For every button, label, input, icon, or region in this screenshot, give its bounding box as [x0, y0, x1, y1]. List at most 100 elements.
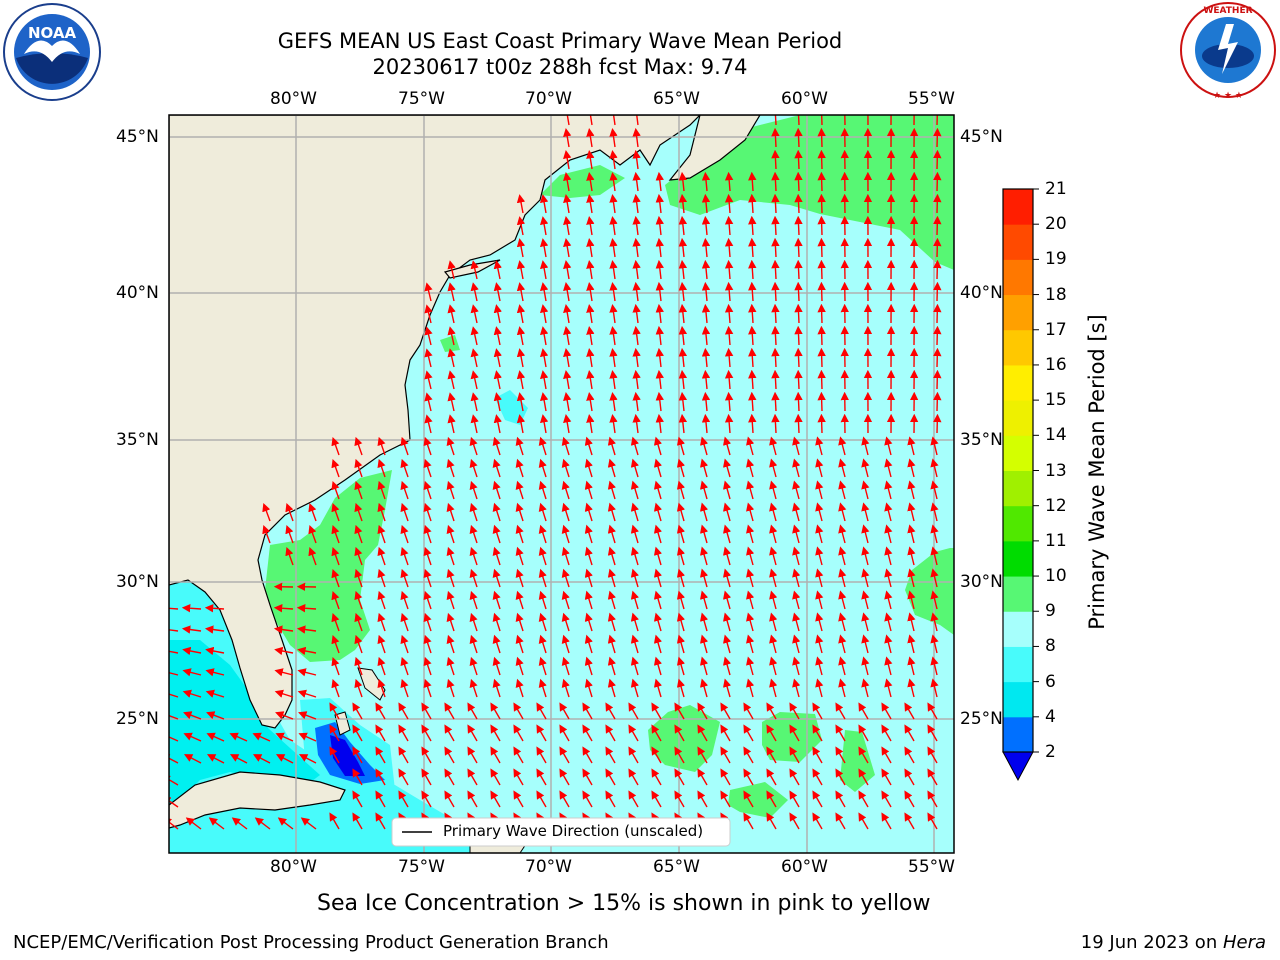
wave-arrow: [858, 768, 869, 786]
colorbar-segment: [1003, 189, 1033, 225]
footer-date-text: 19 Jun 2023 on: [1080, 932, 1223, 953]
wave-arrow: [884, 458, 893, 478]
wave-arrow: [678, 193, 688, 214]
wave-arrow: [561, 502, 570, 522]
wave-arrow: [651, 790, 662, 808]
wave-arrow: [516, 370, 526, 390]
wave-arrow: [424, 326, 433, 346]
wave-arrow: [674, 768, 685, 786]
wave-arrow: [561, 436, 570, 456]
wave-arrow: [884, 656, 893, 676]
wave-arrow: [169, 732, 179, 742]
wave-arrow: [674, 790, 685, 808]
wave-arrow: [904, 768, 915, 786]
wave-arrow: [881, 702, 892, 720]
wave-arrow: [490, 746, 501, 764]
wave-arrow: [377, 656, 386, 676]
wave-arrow: [651, 746, 662, 764]
wave-arrow: [563, 326, 572, 346]
wave-arrow: [467, 724, 478, 742]
wave-arrow: [582, 724, 593, 742]
wave-arrow: [678, 237, 688, 258]
wave-arrow: [817, 237, 826, 258]
wave-arrow: [605, 702, 616, 720]
wave-arrow: [423, 524, 432, 544]
wave-arrow: [817, 391, 826, 412]
wave-arrow: [676, 458, 686, 478]
wave-arrow: [700, 436, 709, 456]
wave-arrow: [792, 480, 801, 500]
wave-arrow: [746, 590, 755, 610]
wave-arrow: [655, 347, 664, 368]
wave-arrow: [632, 281, 641, 302]
wave-arrow: [771, 325, 780, 346]
wave-arrow: [561, 634, 570, 654]
wave-arrow: [400, 502, 409, 522]
wave-arrow: [538, 678, 547, 698]
wave-arrow: [515, 568, 524, 588]
wave-arrow: [771, 369, 780, 390]
wave-arrow: [676, 656, 686, 676]
wave-arrow: [169, 775, 179, 786]
wave-arrow: [208, 817, 225, 830]
wave-arrow: [469, 656, 478, 676]
wave-arrow: [398, 702, 409, 720]
wave-arrow: [446, 656, 455, 676]
colorbar-tick-label: 8: [1045, 636, 1056, 657]
wave-arrow: [907, 678, 916, 698]
wave-arrow: [183, 732, 202, 742]
wave-arrow: [700, 568, 709, 588]
wave-arrow: [858, 746, 869, 764]
wave-arrow: [815, 590, 824, 610]
wave-arrow: [536, 768, 547, 786]
wave-arrow: [515, 634, 524, 654]
wave-arrow: [748, 369, 757, 390]
wave-arrow: [274, 646, 294, 656]
wave-arrow: [607, 678, 616, 698]
lat-tick: 35°N: [960, 430, 1003, 450]
wave-arrow: [632, 237, 641, 258]
wave-arrow: [884, 480, 893, 500]
wave-arrow: [835, 724, 846, 742]
wave-arrow: [678, 391, 688, 412]
wave-arrow: [377, 568, 386, 588]
wave-arrow: [421, 768, 432, 786]
wave-arrow: [274, 668, 294, 677]
wave-arrow: [884, 502, 893, 522]
wave-arrow: [446, 568, 455, 588]
lon-tick: 60°W: [781, 89, 828, 109]
wave-arrow: [584, 502, 593, 522]
wave-arrow: [720, 724, 731, 742]
wave-arrow: [771, 193, 780, 214]
wave-arrow: [769, 612, 778, 632]
wave-arrow: [493, 370, 502, 390]
wave-arrow: [835, 790, 846, 808]
wave-arrow: [609, 325, 618, 346]
wave-arrow: [582, 702, 593, 720]
wave-arrow: [254, 817, 271, 830]
wave-arrow: [421, 790, 432, 808]
wave-arrow: [354, 546, 363, 566]
wave-arrow: [609, 413, 618, 434]
wave-arrow: [609, 193, 618, 214]
wave-arrow: [628, 702, 639, 720]
wave-arrow: [469, 546, 478, 566]
wave-arrow: [748, 413, 757, 434]
colorbar-extend-triangle: [1002, 751, 1034, 782]
wave-arrow: [927, 768, 938, 786]
wave-arrow: [724, 259, 734, 280]
wave-arrow: [252, 754, 271, 764]
wave-arrow: [586, 128, 595, 148]
wave-arrow: [490, 724, 501, 742]
wave-arrow: [609, 391, 618, 412]
wave-arrow: [377, 436, 386, 456]
wave-arrow: [748, 391, 757, 412]
wave-arrow: [930, 678, 939, 698]
wave-arrow: [838, 524, 847, 544]
wave-arrow: [377, 678, 386, 698]
colorbar-tick-label: 9: [1045, 601, 1056, 622]
wave-arrow: [655, 171, 664, 192]
wave-arrow: [536, 702, 547, 720]
wave-arrow: [838, 634, 847, 654]
wave-arrow: [515, 590, 524, 610]
